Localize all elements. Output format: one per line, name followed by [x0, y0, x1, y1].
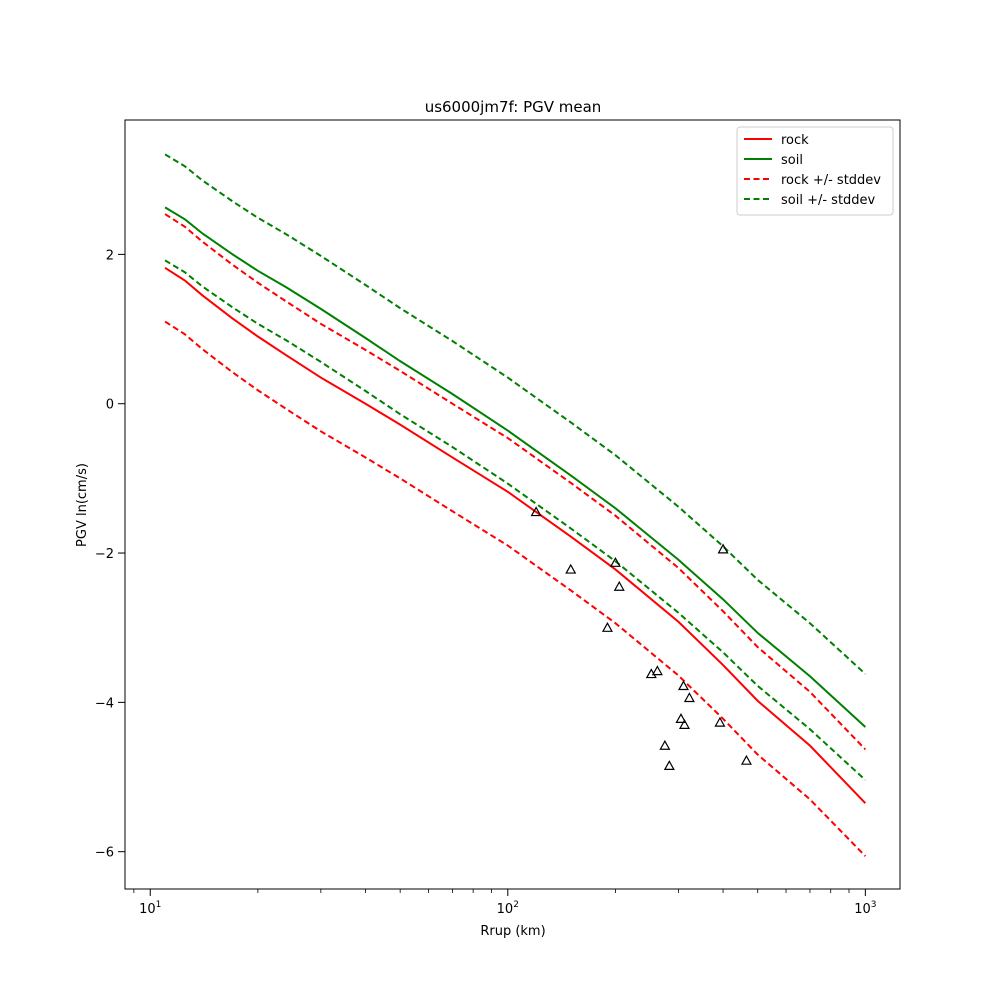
observation-point-7 — [659, 739, 671, 750]
plot-frame — [124, 119, 901, 890]
observation-point-8 — [663, 760, 675, 771]
x-axis: 101 102 103 — [133, 889, 876, 917]
y-tick-label-4: −6 — [95, 846, 114, 861]
legend-box — [736, 126, 894, 216]
observation-point-11 — [678, 719, 691, 729]
observation-point-9 — [675, 713, 687, 723]
y-tick-label-3: −4 — [95, 696, 114, 711]
y-tick-label-0: 2 — [106, 248, 114, 263]
legend-label-rock-stddev: rock +/- stddev — [781, 173, 881, 188]
y-axis: 2 0 −2 −4 −6 — [95, 248, 125, 861]
series-line-soil-stddev-4 — [164, 153, 867, 675]
observation-point-14 — [717, 543, 729, 554]
observation-point-2 — [601, 621, 613, 632]
observation-point-0 — [530, 506, 542, 517]
y-axis-label: PGV ln(cm/s) — [75, 463, 90, 547]
x-tick-label-1: 102 — [497, 900, 519, 917]
series-line-rock-0 — [164, 266, 867, 804]
x-tick-label-2: 103 — [854, 900, 876, 917]
legend: rock soil rock +/- stddev soil +/- stddev — [736, 126, 894, 216]
y-tick-label-1: 0 — [106, 398, 114, 413]
observation-point-1 — [565, 563, 577, 574]
observation-point-12 — [683, 692, 695, 703]
y-tick-label-2: −2 — [95, 547, 114, 562]
observation-point-6 — [651, 665, 663, 676]
legend-label-soil: soil — [781, 153, 803, 168]
observation-point-4 — [613, 580, 625, 591]
observation-point-3 — [609, 556, 621, 567]
series-line-soil-stddev-5 — [164, 259, 867, 781]
chart-title: us6000jm7f: PGV mean — [425, 98, 602, 116]
observation-point-13 — [714, 716, 726, 727]
legend-label-rock: rock — [781, 133, 809, 148]
x-axis-label: Rrup (km) — [480, 924, 545, 939]
observation-point-15 — [740, 754, 752, 765]
legend-label-soil-stddev: soil +/- stddev — [781, 193, 876, 208]
observation-layer — [530, 506, 752, 771]
observation-point-10 — [677, 680, 690, 691]
series-line-rock-stddev-2 — [164, 213, 867, 751]
x-tick-label-0: 101 — [139, 900, 161, 917]
series-line-soil-1 — [164, 206, 867, 728]
series-line-rock-stddev-3 — [164, 320, 867, 857]
series-layer — [164, 153, 867, 857]
